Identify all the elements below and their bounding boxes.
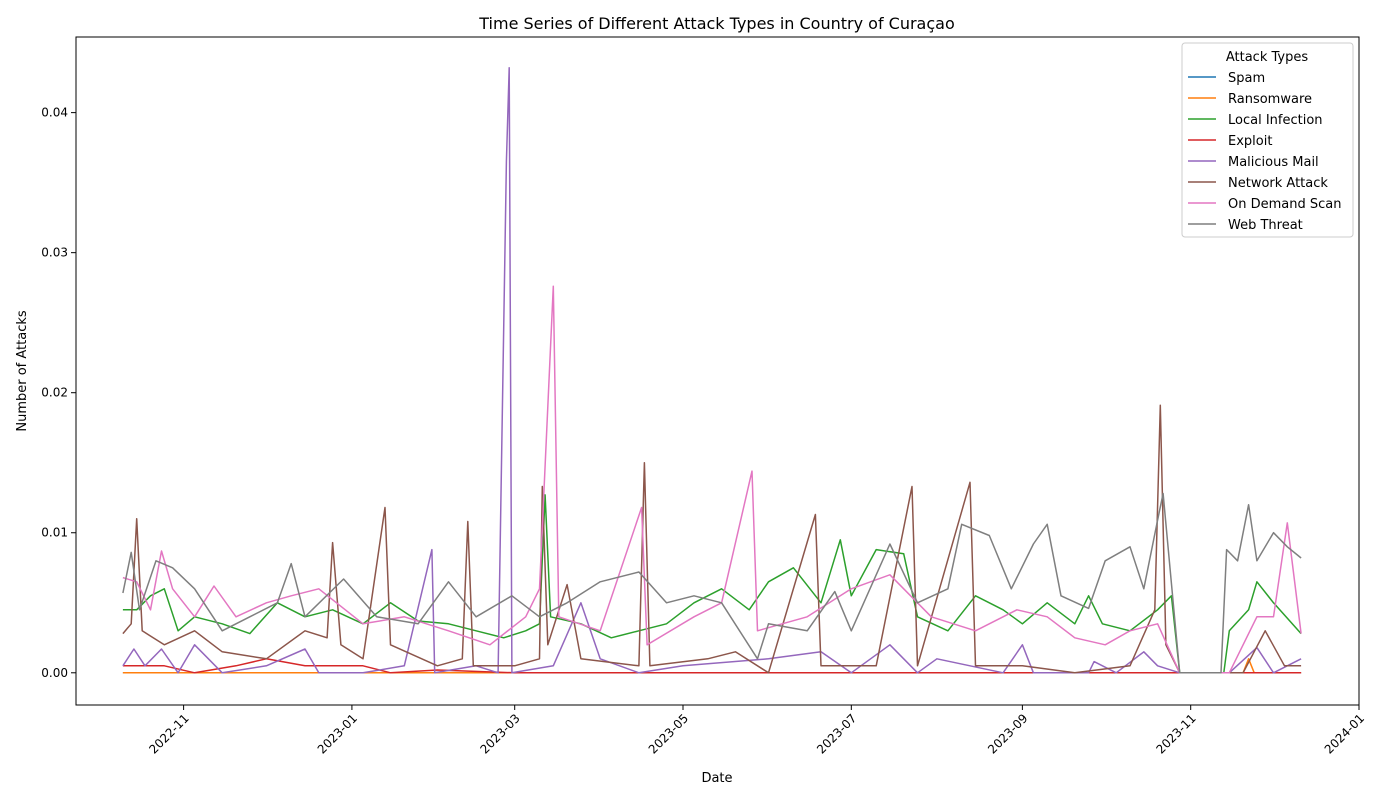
y-tick-label: 0.04 xyxy=(41,106,68,120)
y-tick-label: 0.01 xyxy=(41,526,68,540)
y-tick-label: 0.02 xyxy=(41,386,68,400)
chart-title: Time Series of Different Attack Types in… xyxy=(478,14,955,33)
legend-label: Local Infection xyxy=(1228,113,1323,128)
legend-label: Exploit xyxy=(1228,134,1272,149)
y-tick-label: 0.03 xyxy=(41,246,68,260)
legend-label: Malicious Mail xyxy=(1228,155,1319,170)
x-tick-label: 2024-01 xyxy=(1322,711,1367,756)
legend-title: Attack Types xyxy=(1226,50,1308,65)
y-tick-label: 0.00 xyxy=(41,666,68,680)
series-line-on-demand-scan xyxy=(122,285,1302,674)
legend-label: Network Attack xyxy=(1228,176,1328,191)
series-line-malicious-mail xyxy=(122,67,1302,674)
series-line-network-attack xyxy=(122,404,1302,674)
x-tick-label: 2023-03 xyxy=(477,711,522,756)
legend-label: Spam xyxy=(1228,71,1265,86)
x-tick-label: 2022-11 xyxy=(146,711,191,756)
y-axis: 0.00 0.01 0.02 0.03 0.04 xyxy=(41,106,76,680)
series-line-exploit xyxy=(122,658,1302,674)
plot-frame xyxy=(75,36,1360,706)
y-axis-label: Number of Attacks xyxy=(15,310,30,432)
x-tick-label: 2023-01 xyxy=(315,711,360,756)
plot-lines xyxy=(122,67,1302,674)
x-tick-label: 2023-11 xyxy=(1153,711,1198,756)
legend-box xyxy=(1181,42,1354,238)
legend-items: Spam Ransomware Local Infection Exploit Mali… xyxy=(1188,71,1341,233)
x-tick-label: 2023-07 xyxy=(814,711,859,756)
legend: Attack Types Spam Ransomware Local Infecti… xyxy=(1181,42,1354,238)
x-tick-label: 2023-05 xyxy=(646,711,691,756)
legend-label: On Demand Scan xyxy=(1228,197,1341,212)
legend-label: Web Threat xyxy=(1228,218,1303,233)
x-tick-label: 2023-09 xyxy=(985,711,1030,756)
series-line-web-threat xyxy=(122,492,1302,674)
series-line-local-infection xyxy=(122,494,1302,674)
x-axis: 2022-11 2023-01 2023-03 2023-05 2023-07 2023-… xyxy=(146,705,1367,757)
legend-label: Ransomware xyxy=(1228,92,1312,107)
x-axis-label: Date xyxy=(701,771,732,786)
